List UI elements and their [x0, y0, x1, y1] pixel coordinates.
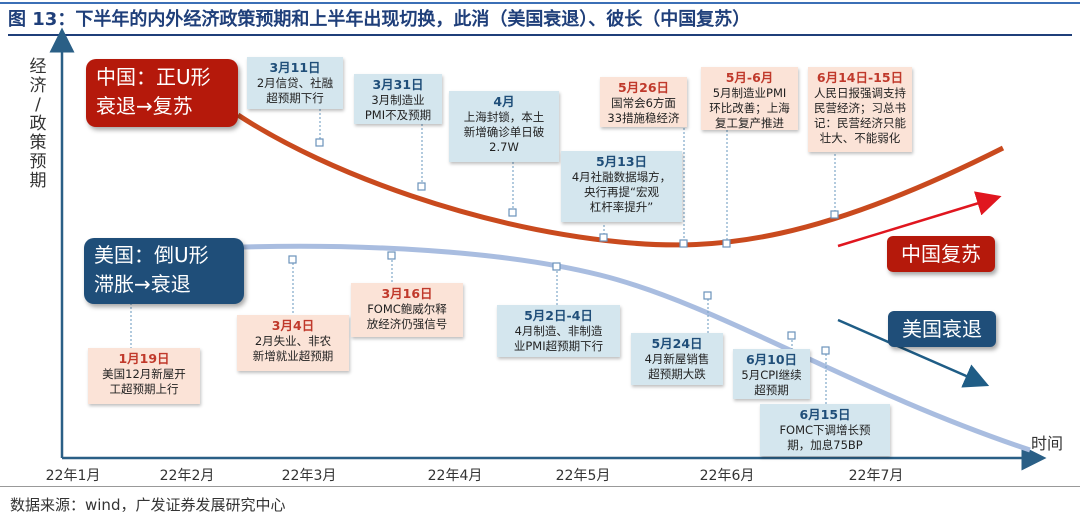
china-trend-arrow	[837, 191, 1002, 248]
x-tick-label: 22年4月	[427, 468, 483, 484]
china-event-box: 6月14日-15日 人民日报强调支持 民营经济；习总书 记：民营经济只能 壮大、…	[808, 67, 912, 152]
x-tick-label: 22年5月	[555, 468, 611, 484]
us-marker	[552, 262, 561, 271]
event-text: 美国12月新屋开 工超预期上行	[102, 367, 186, 396]
curve-markers	[288, 138, 839, 355]
china-event-box: 3月11日 2月信贷、社融 超预期下行	[247, 57, 343, 109]
china-curve	[236, 112, 1005, 248]
us-box-line1: 美国：倒U形	[94, 243, 209, 267]
china-marker	[679, 239, 688, 248]
us-event-box: 5月24日 4月新屋销售 超预期大跌	[631, 333, 723, 385]
event-date: 5月-6月	[725, 70, 774, 85]
us-marker	[288, 255, 297, 264]
china-box-line1: 中国：正U形	[96, 65, 211, 89]
us-connectors	[130, 256, 827, 404]
event-date: 6月10日	[745, 352, 798, 367]
event-date: 6月15日	[799, 407, 851, 422]
event-date: 5月24日	[651, 336, 703, 351]
us-box-line2: 滞胀→衰退	[94, 272, 191, 296]
china-connectors	[319, 109, 836, 243]
us-marker	[787, 331, 796, 340]
event-text: 2月信贷、社融 超预期下行	[256, 76, 334, 105]
us-recession-tag: 美国衰退	[888, 311, 996, 347]
event-date: 6月14日-15日	[816, 70, 904, 85]
china-marker	[315, 138, 324, 147]
event-text: 2月失业、非农 新增就业超预期	[252, 334, 334, 363]
china-event-box: 3月31日 3月制造业 PMI不及预期	[354, 74, 442, 124]
y-axis-label: 经 济 / 政 策 预 期	[29, 57, 47, 191]
figure-title: 图 13：下半年的内外经济政策预期和上半年出现切换，此消（美国衰退）、彼长（中国…	[8, 6, 1072, 36]
china-event-box: 5月13日 4月社融数据塌方， 央行再提“宏观 杠杆率提升”	[561, 151, 682, 222]
us-series-box: 美国：倒U形 滞胀→衰退	[84, 238, 244, 304]
us-marker	[821, 346, 830, 355]
us-event-box: 1月19日 美国12月新屋开 工超预期上行	[88, 348, 200, 404]
event-date: 5月26日	[617, 80, 670, 95]
event-text: FOMC鲍威尔释 放经济仍强信号	[366, 302, 448, 331]
top-rule	[0, 2, 1080, 4]
china-marker	[830, 210, 839, 219]
event-text: 4月新屋销售 超预期大跌	[644, 352, 710, 381]
us-event-box: 6月15日 FOMC下调增长预 期，加息75BP	[760, 404, 890, 456]
source-note: 数据来源：wind，广发证券发展研究中心	[10, 496, 286, 514]
us-curve	[243, 243, 1031, 453]
x-tick-label: 22年3月	[281, 468, 337, 484]
china-event-box: 5月-6月 5月制造业PMI 环比改善；上海 复工复产推进	[701, 67, 798, 130]
event-date: 4月	[493, 94, 515, 109]
china-recovery-tag: 中国复苏	[887, 236, 995, 272]
china-marker	[417, 182, 426, 191]
x-tick-label: 22年7月	[848, 468, 904, 484]
event-text: 国常会6方面 33措施稳经济	[607, 96, 680, 125]
event-date: 3月4日	[271, 318, 315, 333]
event-text: 4月社融数据塌方， 央行再提“宏观 杠杆率提升”	[571, 170, 672, 214]
china-series-box: 中国：正U形 衰退→复苏	[86, 59, 238, 127]
us-event-box: 3月4日 2月失业、非农 新增就业超预期	[237, 315, 349, 371]
event-text: 5月制造业PMI 环比改善；上海 复工复产推进	[709, 86, 790, 130]
event-date: 3月16日	[381, 286, 433, 301]
source-rule	[0, 486, 1080, 487]
china-marker	[599, 233, 608, 242]
us-event-box: 5月2日-4日 4月制造、非制造 业PMI超预期下行	[497, 305, 620, 357]
event-text: 3月制造业 PMI不及预期	[364, 93, 432, 122]
china-event-box: 4月 上海封锁，本土 新增确诊单日破 2.7W	[449, 91, 559, 162]
event-date: 5月13日	[595, 154, 648, 169]
event-date: 1月19日	[118, 351, 170, 366]
event-text: 5月CPI继续 超预期	[741, 368, 802, 397]
us-marker	[387, 251, 396, 260]
event-text: 上海封锁，本土 新增确诊单日破 2.7W	[463, 110, 545, 154]
event-date: 3月31日	[372, 77, 424, 92]
us-event-box: 3月16日 FOMC鲍威尔释 放经济仍强信号	[351, 283, 463, 337]
china-event-box: 5月26日 国常会6方面 33措施稳经济	[600, 77, 687, 127]
x-tick-label: 22年6月	[699, 468, 755, 484]
x-tick-label: 22年1月	[45, 468, 101, 484]
event-text: 4月制造、非制造 业PMI超预期下行	[513, 324, 604, 353]
event-text: FOMC下调增长预 期，加息75BP	[779, 423, 871, 452]
event-date: 3月11日	[269, 60, 321, 75]
x-tick-label: 22年2月	[159, 468, 215, 484]
event-text: 人民日报强调支持 民营经济；习总书 记：民营经济只能 壮大、不能弱化	[814, 86, 906, 145]
china-box-line2: 衰退→复苏	[96, 94, 193, 118]
china-marker	[508, 208, 517, 217]
china-marker	[722, 239, 731, 248]
us-trend-arrow	[837, 318, 990, 388]
us-event-box: 6月10日 5月CPI继续 超预期	[733, 349, 810, 399]
event-date: 5月2日-4日	[524, 308, 593, 323]
us-marker	[703, 291, 712, 300]
